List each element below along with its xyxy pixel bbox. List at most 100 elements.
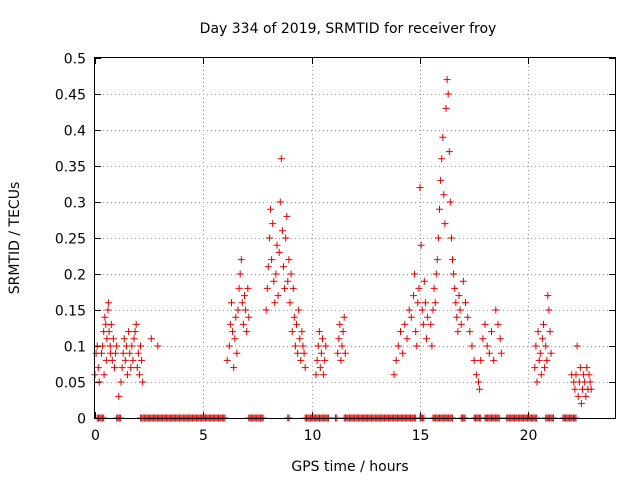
data-point	[457, 320, 465, 328]
data-point	[98, 349, 105, 357]
data-point	[137, 342, 144, 350]
data-point	[312, 371, 320, 379]
data-point	[574, 392, 582, 400]
data-point	[450, 270, 458, 278]
data-point	[537, 371, 545, 379]
x-tick-label: 20	[520, 428, 538, 444]
data-points	[91, 76, 595, 422]
data-point	[459, 277, 467, 285]
data-point	[340, 313, 348, 321]
data-point	[468, 342, 476, 350]
data-point	[545, 306, 553, 314]
data-point	[322, 342, 330, 350]
tick-labels: 0 5 10 15 20 0 0.05 0.1 0.15 0.2 0.25 0.3 0.35 0.4 0.4…	[55, 52, 538, 445]
data-point	[411, 270, 419, 278]
data-point	[264, 263, 272, 271]
data-point	[281, 284, 289, 292]
data-point	[271, 299, 279, 307]
x-tick-label: 10	[304, 428, 322, 444]
data-point	[451, 284, 459, 292]
data-point	[275, 248, 283, 256]
data-point	[242, 306, 250, 314]
data-point	[285, 256, 293, 264]
data-point	[273, 241, 281, 249]
data-point	[109, 335, 117, 343]
data-point	[403, 335, 411, 343]
data-point	[130, 335, 138, 343]
y-tick-label: 0.15	[55, 304, 86, 320]
data-point	[298, 328, 306, 336]
data-point	[270, 277, 278, 285]
data-point	[479, 335, 487, 343]
data-point	[115, 392, 123, 400]
data-point	[265, 234, 273, 242]
data-point	[228, 299, 235, 307]
data-point	[134, 349, 142, 357]
data-point	[414, 299, 422, 307]
data-point	[117, 378, 125, 386]
data-point	[111, 364, 118, 372]
data-point	[286, 299, 294, 307]
data-point	[104, 299, 112, 307]
data-point	[476, 385, 484, 393]
data-point	[407, 313, 415, 321]
y-tick-label: 0.1	[64, 340, 86, 356]
data-point	[438, 155, 446, 163]
data-point	[293, 320, 300, 328]
data-point	[336, 320, 344, 328]
data-point	[444, 90, 452, 98]
data-point	[321, 356, 329, 364]
data-point	[316, 364, 324, 372]
data-point	[301, 364, 309, 372]
data-point	[267, 205, 274, 213]
data-point	[238, 299, 246, 307]
x-tick-label: 5	[199, 428, 208, 444]
data-point	[535, 356, 543, 364]
x-tick-label: 0	[91, 428, 100, 444]
data-point	[291, 342, 299, 350]
data-point	[120, 335, 128, 343]
data-point	[427, 320, 435, 328]
data-point	[125, 328, 133, 336]
data-point	[124, 371, 131, 379]
data-point	[410, 292, 417, 300]
data-point	[295, 306, 303, 314]
data-point	[413, 342, 421, 350]
y-tick-label: 0.35	[55, 160, 86, 176]
data-point	[314, 342, 322, 350]
data-point	[135, 371, 143, 379]
data-point	[544, 292, 552, 300]
data-point	[433, 256, 441, 264]
data-point	[296, 335, 304, 343]
data-point	[446, 198, 454, 206]
y-tick-label: 0.05	[55, 376, 86, 392]
data-point	[139, 378, 147, 386]
data-point	[432, 270, 440, 278]
data-point	[392, 356, 400, 364]
data-point	[236, 270, 244, 278]
data-point	[399, 349, 407, 357]
data-point	[496, 335, 504, 343]
data-point	[436, 205, 443, 213]
data-point	[583, 364, 591, 372]
data-point	[280, 263, 287, 271]
y-tick-label: 0.5	[64, 52, 86, 68]
data-point	[401, 320, 409, 328]
data-point	[541, 364, 549, 372]
data-point	[452, 299, 460, 307]
data-point	[434, 234, 442, 242]
data-point	[230, 364, 238, 372]
data-point	[129, 356, 137, 364]
data-point	[338, 342, 346, 350]
data-point	[133, 364, 141, 372]
data-point	[490, 356, 498, 364]
data-point	[245, 313, 253, 321]
y-tick-label: 0.3	[64, 196, 86, 212]
data-point	[94, 364, 102, 372]
data-point	[464, 313, 472, 321]
data-point	[237, 256, 245, 264]
data-point	[239, 320, 247, 328]
data-point	[289, 284, 297, 292]
data-point	[244, 284, 252, 292]
data-point	[483, 342, 491, 350]
